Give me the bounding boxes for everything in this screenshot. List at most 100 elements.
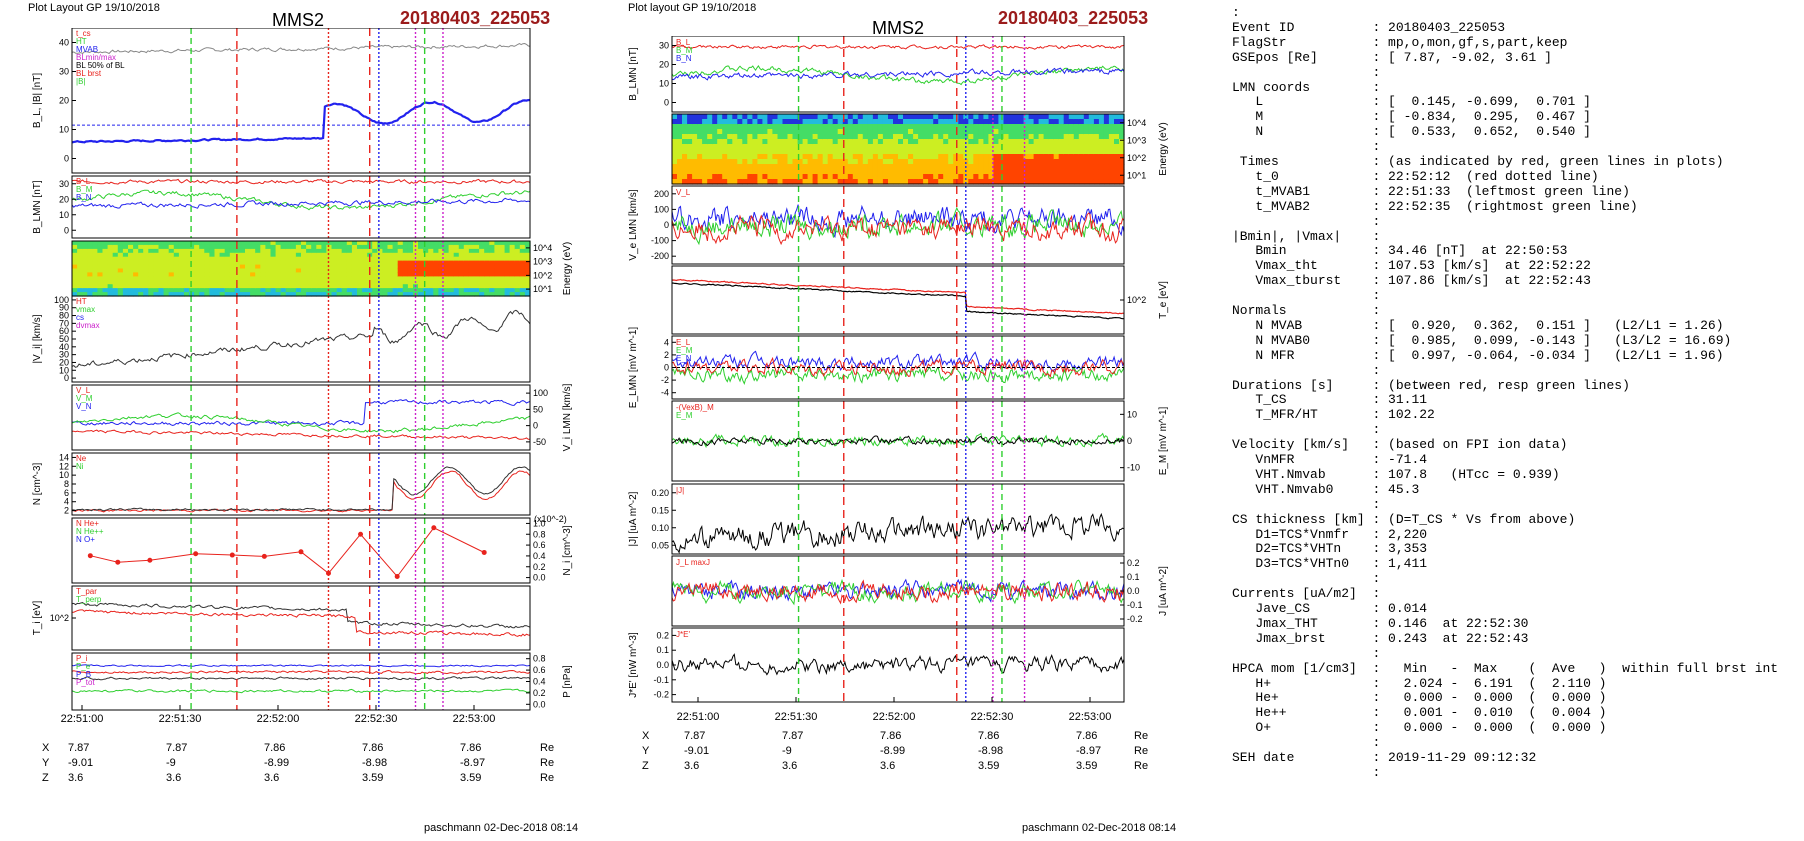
spectrogram-cell [407, 288, 414, 293]
spectrogram-cell [787, 154, 794, 160]
spectrogram-cell [938, 129, 944, 135]
spectrogram-cell [239, 292, 246, 297]
spectrogram-cell [168, 276, 175, 281]
spectrogram-cell [295, 260, 302, 266]
spectrogram-cell [453, 252, 460, 258]
spectrogram-cell [867, 159, 874, 165]
spectrogram-cell [209, 241, 216, 246]
spectrogram-cell [494, 248, 501, 254]
spectrogram-cell [872, 149, 879, 155]
spectrogram-cell [1088, 119, 1095, 125]
spectrogram-cell [1078, 124, 1085, 130]
spectrogram-cell [1098, 159, 1105, 165]
legend-entry: N O+ [76, 535, 95, 544]
spectrogram-cell [677, 164, 683, 170]
spectrogram-cell [77, 264, 83, 270]
spectrogram-cell [418, 272, 424, 277]
spectrogram-cell [194, 292, 200, 297]
spectrogram-cell [494, 260, 501, 266]
middle-event-title: 20180403_225053 [998, 8, 1149, 28]
spectrogram-cell [392, 260, 399, 266]
spectrogram-cell [377, 241, 383, 246]
spectrogram-cell [727, 114, 733, 120]
spectrogram-cell [943, 114, 949, 120]
spectrogram-cell [387, 260, 394, 266]
spectrogram-cell [672, 159, 678, 165]
spectrogram-cell [672, 179, 678, 185]
y-axis-label: Energy (eV) [1158, 122, 1169, 175]
spectrogram-cell [1078, 119, 1085, 125]
spectrogram-cell [433, 248, 439, 254]
spectrogram-cell [882, 124, 889, 130]
spectrogram-cell [514, 292, 521, 297]
coord-value: 7.86 [460, 742, 482, 754]
spectrogram-cell [973, 164, 979, 170]
spectrogram-cell [438, 248, 445, 254]
spectrogram-cell [1028, 159, 1035, 165]
spectrogram-cell [787, 144, 794, 150]
spectrogram-cell [306, 256, 312, 262]
middle-sat-title: MMS2 [872, 18, 925, 38]
spectrogram-cell [852, 154, 859, 160]
spectrogram-cell [402, 244, 409, 250]
legend-entry: E_L [676, 338, 691, 347]
spectrogram-cell [392, 292, 399, 297]
spectrogram-cell [697, 134, 703, 140]
spectrogram-cell [234, 284, 241, 289]
spectrogram-cell [988, 114, 994, 120]
spectrogram-cell [1053, 114, 1060, 120]
spectrogram-cell [742, 114, 748, 120]
spectrogram-cell [1114, 154, 1120, 160]
spectrogram-cell [1083, 144, 1090, 150]
spectrogram-cell [893, 164, 899, 170]
summary-value: : 107.8 (HTcc = 0.939) [1372, 466, 1560, 482]
y-axis-label: N_i [cm^-3] [562, 525, 573, 575]
spectrogram-cell [1108, 119, 1115, 125]
spectrogram-cell [260, 244, 266, 250]
spectrogram-cell [717, 129, 723, 135]
spectrogram-cell [519, 241, 526, 246]
spectrogram-cell [1053, 144, 1060, 150]
spectrogram-cell [326, 264, 333, 270]
summary-key: N MVAB0 [1232, 332, 1373, 348]
spectrogram-cell [229, 252, 236, 258]
spectrogram-cell [372, 280, 378, 285]
spectrogram-cell [306, 284, 312, 289]
spectrogram-cell [173, 284, 180, 289]
spectrogram-cell [1033, 164, 1040, 170]
spectrogram-cell [189, 260, 195, 266]
spectrogram-cell [112, 256, 119, 262]
spectrogram-cell [1088, 164, 1095, 170]
spectrogram-cell [1013, 149, 1020, 155]
spectrogram-cell [82, 288, 88, 293]
spectrogram-cell [792, 134, 799, 140]
spectrogram-cell [1008, 144, 1015, 150]
spectrogram-cell [194, 276, 200, 281]
spectrogram-cell [1028, 164, 1035, 170]
spectrogram-cell [1088, 144, 1095, 150]
spectrogram-cell [732, 144, 738, 150]
spectrogram-cell [72, 280, 78, 285]
spectrogram-cell [351, 256, 358, 262]
spectrogram-cell [707, 144, 713, 150]
spectrogram-cell [877, 179, 884, 185]
series-vl [71, 399, 531, 427]
summary-row: : [1232, 497, 1380, 513]
spectrogram-cell [184, 276, 190, 281]
spectrogram-cell [707, 149, 713, 155]
spectrogram-cell [722, 139, 728, 145]
spectrogram-cell [707, 159, 713, 165]
spectrogram-cell [1058, 169, 1065, 175]
spectrogram-cell [509, 241, 516, 246]
spectrogram-cell [387, 248, 394, 254]
spectrogram-cell [1033, 139, 1040, 145]
spectrogram-cell [1038, 134, 1045, 140]
spectrogram-cell [797, 154, 804, 160]
spectrogram-cell [199, 288, 205, 293]
spectrogram-cell [122, 288, 129, 293]
spectrogram-cell [321, 264, 328, 270]
spectrogram-cell [877, 139, 884, 145]
spectrogram-cell [448, 276, 455, 281]
spectrogram-cell [727, 124, 733, 130]
spectrogram-cell [372, 264, 378, 270]
